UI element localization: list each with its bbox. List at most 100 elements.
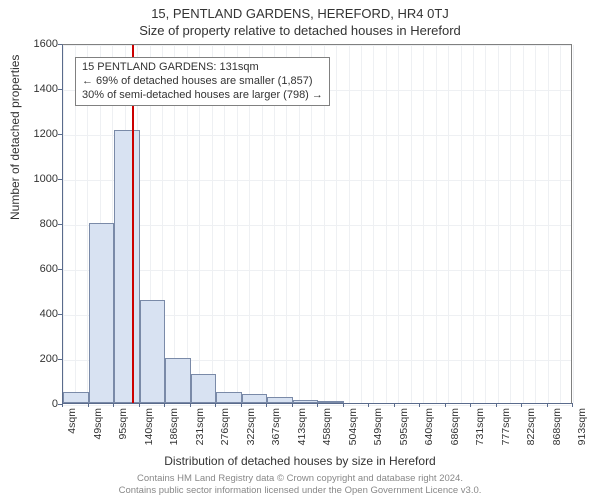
y-tick-label: 1600 [18, 38, 58, 50]
y-tick-label: 600 [18, 263, 58, 275]
gridline-vertical [485, 45, 486, 403]
x-tick-label: 49sqm [92, 408, 104, 458]
x-tick-mark [317, 403, 318, 407]
histogram-bar [216, 392, 242, 403]
gridline-vertical [423, 45, 424, 403]
x-tick-label: 777sqm [500, 408, 512, 458]
y-tick-mark [58, 44, 62, 45]
x-tick-mark [470, 403, 471, 407]
x-tick-mark [215, 403, 216, 407]
gridline-horizontal [63, 45, 571, 46]
histogram-bar [293, 400, 319, 403]
gridline-vertical [349, 45, 350, 403]
histogram-bar [165, 358, 191, 403]
y-tick-mark [58, 179, 62, 180]
x-tick-mark [266, 403, 267, 407]
chart-info-box: 15 PENTLAND GARDENS: 131sqm ← 69% of det… [75, 57, 330, 106]
x-tick-label: 95sqm [117, 408, 129, 458]
gridline-vertical [373, 45, 374, 403]
x-tick-mark [343, 403, 344, 407]
x-tick-label: 640sqm [423, 408, 435, 458]
gridline-vertical [461, 45, 462, 403]
gridline-vertical [498, 45, 499, 403]
x-tick-label: 322sqm [245, 408, 257, 458]
x-tick-mark [62, 403, 63, 407]
y-tick-label: 1000 [18, 173, 58, 185]
x-tick-label: 549sqm [372, 408, 384, 458]
x-tick-label: 276sqm [219, 408, 231, 458]
x-tick-mark [139, 403, 140, 407]
y-tick-label: 800 [18, 218, 58, 230]
gridline-vertical [361, 45, 362, 403]
gridline-vertical [386, 45, 387, 403]
gridline-vertical [436, 45, 437, 403]
x-tick-mark [394, 403, 395, 407]
x-tick-mark [190, 403, 191, 407]
y-tick-label: 200 [18, 353, 58, 365]
x-tick-mark [496, 403, 497, 407]
y-tick-label: 400 [18, 308, 58, 320]
footer-line-2: Contains public sector information licen… [0, 485, 600, 496]
y-tick-label: 1200 [18, 128, 58, 140]
histogram-bar [63, 392, 89, 403]
x-tick-label: 913sqm [576, 408, 588, 458]
x-tick-mark [547, 403, 548, 407]
x-tick-mark [521, 403, 522, 407]
x-tick-label: 868sqm [551, 408, 563, 458]
x-tick-mark [241, 403, 242, 407]
x-tick-label: 822sqm [525, 408, 537, 458]
histogram-bar [242, 394, 268, 403]
footer-credits: Contains HM Land Registry data © Crown c… [0, 473, 600, 496]
x-tick-label: 458sqm [321, 408, 333, 458]
gridline-vertical [560, 45, 561, 403]
y-tick-mark [58, 224, 62, 225]
x-tick-label: 140sqm [143, 408, 155, 458]
x-tick-mark [572, 403, 573, 407]
x-tick-mark [445, 403, 446, 407]
info-line-1: 15 PENTLAND GARDENS: 131sqm [82, 61, 323, 75]
gridline-vertical [336, 45, 337, 403]
page-title-1: 15, PENTLAND GARDENS, HEREFORD, HR4 0TJ [0, 0, 600, 21]
x-tick-mark [368, 403, 369, 407]
gridline-vertical [448, 45, 449, 403]
gridline-vertical [510, 45, 511, 403]
y-tick-mark [58, 359, 62, 360]
histogram-bar [191, 374, 217, 403]
y-tick-mark [58, 89, 62, 90]
info-line-3: 30% of semi-detached houses are larger (… [82, 89, 323, 103]
y-tick-label: 0 [18, 398, 58, 410]
gridline-vertical [535, 45, 536, 403]
x-tick-label: 4sqm [66, 408, 78, 458]
y-tick-mark [58, 314, 62, 315]
histogram-bar [267, 397, 293, 403]
y-tick-label: 1400 [18, 83, 58, 95]
y-tick-mark [58, 134, 62, 135]
x-tick-label: 231sqm [194, 408, 206, 458]
x-tick-mark [113, 403, 114, 407]
x-tick-label: 413sqm [296, 408, 308, 458]
gridline-vertical [573, 45, 574, 403]
histogram-bar [114, 130, 140, 403]
histogram-bar [318, 401, 344, 403]
x-tick-label: 186sqm [168, 408, 180, 458]
y-tick-mark [58, 269, 62, 270]
page-title-2: Size of property relative to detached ho… [0, 21, 600, 38]
gridline-vertical [548, 45, 549, 403]
x-tick-mark [88, 403, 89, 407]
histogram-bar [89, 223, 115, 403]
x-tick-mark [292, 403, 293, 407]
x-tick-label: 367sqm [270, 408, 282, 458]
x-tick-mark [419, 403, 420, 407]
info-line-2: ← 69% of detached houses are smaller (1,… [82, 75, 323, 89]
gridline-vertical [398, 45, 399, 403]
gridline-vertical [523, 45, 524, 403]
x-tick-mark [164, 403, 165, 407]
footer-line-1: Contains HM Land Registry data © Crown c… [0, 473, 600, 484]
x-tick-label: 686sqm [449, 408, 461, 458]
gridline-vertical [63, 45, 64, 403]
gridline-vertical [411, 45, 412, 403]
x-tick-label: 595sqm [398, 408, 410, 458]
x-tick-label: 731sqm [474, 408, 486, 458]
gridline-vertical [473, 45, 474, 403]
x-tick-label: 504sqm [347, 408, 359, 458]
